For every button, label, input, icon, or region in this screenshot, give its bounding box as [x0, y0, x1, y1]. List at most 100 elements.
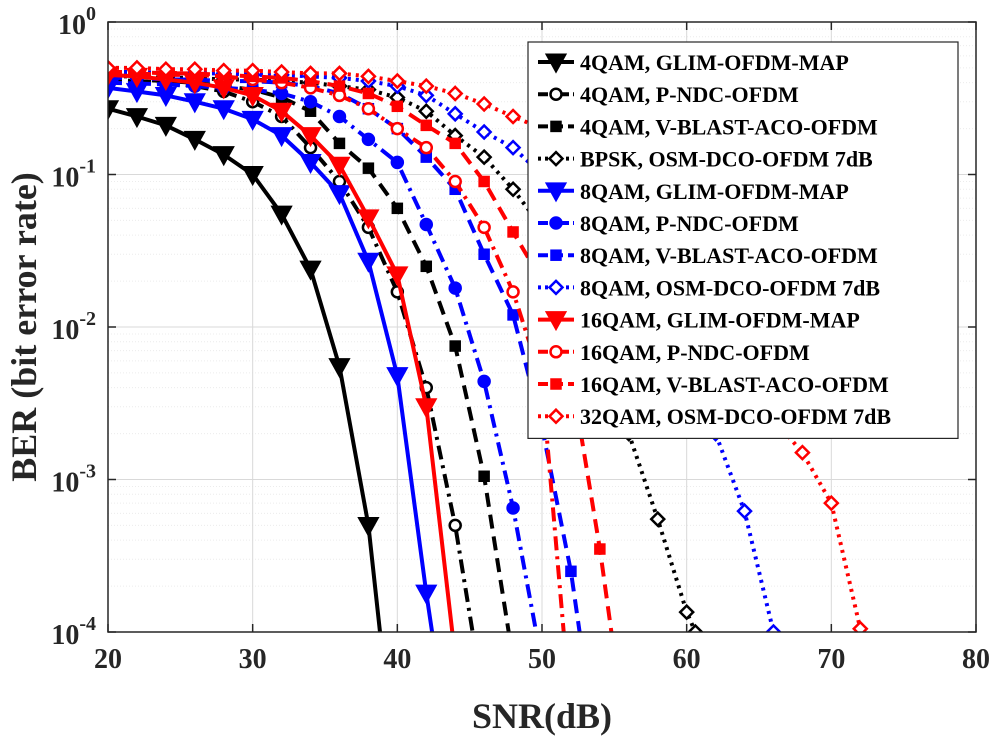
data-point — [386, 367, 409, 388]
data-point — [362, 162, 375, 174]
y-tick-label: 10-1 — [51, 156, 96, 194]
data-point — [506, 501, 520, 515]
legend-item: 8QAM, GLIM-OFDM-MAP — [538, 179, 849, 204]
legend-label: 8QAM, OSM-DCO-OFDM 7dB — [580, 275, 880, 300]
legend-item: BPSK, OSM-DCO-OFDM 7dB — [538, 147, 873, 172]
axes-ticks: 20 30 40 50 60 70 80 100 10-1 10-2 10-3 10-4 — [51, 3, 990, 675]
data-point — [478, 175, 490, 188]
data-point — [449, 137, 461, 150]
y-tick-label: 10-2 — [51, 308, 96, 346]
data-point — [215, 62, 233, 79]
data-point — [273, 63, 290, 81]
data-point — [446, 105, 464, 123]
data-point — [649, 510, 667, 528]
data-point — [851, 620, 869, 632]
legend: 4QAM, GLIM-OFDM-MAP 4QAM, P-NDC-OFDM 4QAM,… — [527, 41, 959, 439]
legend-marker — [550, 120, 562, 133]
data-point — [765, 623, 782, 632]
data-point — [419, 217, 434, 232]
data-point — [417, 77, 435, 95]
data-point — [449, 340, 461, 352]
data-point — [357, 252, 380, 273]
legend-label: 16QAM, GLIM-OFDM-MAP — [580, 308, 860, 333]
legend-marker — [544, 53, 568, 74]
data-point — [415, 584, 438, 605]
data-point — [417, 102, 435, 120]
data-point — [390, 121, 405, 136]
data-point — [504, 108, 522, 125]
legend-marker — [549, 345, 563, 359]
series-5 — [108, 79, 438, 632]
legend-item: 16QAM, GLIM-OFDM-MAP — [538, 308, 860, 333]
data-point — [303, 94, 318, 109]
data-point — [386, 266, 409, 287]
y-tick-label: 10-4 — [51, 613, 96, 651]
data-point — [504, 139, 522, 156]
y-axis-label: BER (bit error rate) — [4, 172, 44, 482]
data-point — [477, 220, 491, 235]
legend-item: 4QAM, GLIM-OFDM-MAP — [538, 50, 849, 75]
y-tick-label: 100 — [58, 3, 96, 41]
data-point — [241, 110, 264, 131]
series-line — [108, 75, 582, 632]
data-point — [478, 248, 490, 260]
data-point — [475, 148, 493, 166]
data-point — [241, 166, 264, 187]
data-point — [270, 127, 293, 148]
data-point — [475, 95, 493, 113]
legend-label: 16QAM, V-BLAST-ACO-OFDM — [580, 372, 889, 397]
data-point — [183, 93, 206, 114]
x-tick-label: 70 — [817, 644, 845, 675]
data-point — [823, 494, 840, 512]
legend-label: 16QAM, P-NDC-OFDM — [580, 340, 810, 365]
legend-marker — [547, 407, 565, 425]
data-point — [157, 60, 175, 78]
data-point — [302, 65, 319, 82]
data-point — [361, 132, 376, 147]
data-point — [504, 181, 522, 198]
data-point — [328, 156, 351, 177]
x-axis-label: SNR(dB) — [472, 696, 612, 736]
legend-label: 4QAM, V-BLAST-ACO-OFDM — [580, 114, 878, 139]
data-point — [448, 518, 462, 533]
x-tick-label: 30 — [239, 644, 267, 675]
data-point — [507, 226, 519, 238]
data-point — [333, 137, 346, 150]
legend-item: 4QAM, P-NDC-OFDM — [538, 82, 799, 107]
data-point — [212, 100, 235, 121]
data-point — [332, 109, 347, 124]
legend-item: 8QAM, OSM-DCO-OFDM 7dB — [538, 275, 880, 300]
data-point — [125, 108, 149, 129]
data-point — [448, 281, 462, 295]
data-point — [361, 101, 376, 116]
data-point — [478, 470, 490, 483]
x-tick-label: 50 — [528, 644, 556, 675]
legend-marker — [544, 182, 568, 203]
legend-item: 8QAM, P-NDC-OFDM — [538, 211, 799, 236]
data-point — [391, 202, 404, 215]
data-point — [448, 174, 462, 189]
legend-label: 8QAM, P-NDC-OFDM — [580, 211, 799, 236]
data-point — [736, 502, 753, 520]
data-point — [477, 374, 491, 389]
data-point — [794, 444, 811, 461]
data-point — [183, 130, 206, 151]
data-point — [328, 358, 351, 379]
data-point — [357, 516, 380, 537]
data-point — [108, 59, 117, 77]
data-point — [328, 185, 351, 206]
data-point — [333, 80, 346, 92]
legend-label: BPSK, OSM-DCO-OFDM 7dB — [580, 147, 873, 172]
data-point — [419, 140, 434, 155]
data-point — [390, 155, 405, 170]
x-tick-label: 20 — [94, 644, 122, 675]
data-point — [299, 153, 322, 174]
data-point — [360, 68, 377, 85]
legend-item: 4QAM, V-BLAST-ACO-OFDM — [538, 114, 878, 139]
x-tick-label: 60 — [673, 644, 701, 675]
data-point — [389, 72, 406, 90]
data-point — [420, 119, 433, 132]
data-point — [186, 60, 204, 78]
legend-marker — [547, 150, 565, 167]
data-point — [241, 86, 264, 108]
